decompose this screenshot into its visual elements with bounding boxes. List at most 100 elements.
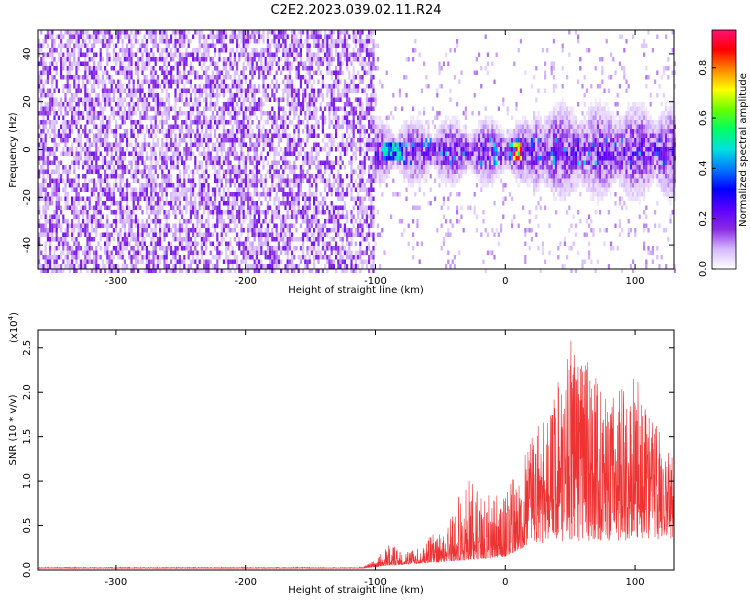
heatmap-cell (247, 196, 250, 201)
heatmap-cell (117, 84, 120, 89)
heatmap-cell (242, 165, 245, 170)
heatmap-cell (110, 151, 113, 156)
heatmap-cell (93, 111, 96, 116)
heatmap-cell (280, 178, 283, 183)
heatmap-cell (214, 268, 217, 273)
heatmap-cell (88, 48, 91, 53)
heatmap-cell (150, 169, 153, 174)
heatmap-cell (66, 205, 69, 210)
heatmap-cell (198, 102, 201, 107)
heatmap-cell (192, 228, 195, 233)
heatmap-cell (187, 102, 190, 107)
heatmap-cell (214, 156, 217, 161)
heatmap-cell (75, 84, 78, 89)
heatmap-cell (108, 147, 111, 152)
heatmap-cell (321, 147, 324, 152)
heatmap-cell (220, 183, 223, 188)
heatmap-cell (203, 250, 206, 255)
heatmap-cell (284, 75, 287, 80)
heatmap-cell (44, 106, 47, 111)
heatmap-cell (176, 124, 179, 129)
heatmap-cell (299, 48, 302, 53)
heatmap-cell (207, 214, 210, 219)
heatmap-cell (207, 223, 210, 228)
heatmap-cell (222, 228, 225, 233)
heatmap-cell (262, 34, 265, 39)
heatmap-cell (110, 34, 113, 39)
heatmap-cell (255, 192, 258, 197)
heatmap-cell (167, 142, 170, 147)
heatmap-cell (55, 228, 58, 233)
heatmap-cell (163, 187, 166, 192)
heatmap-cell (271, 183, 274, 188)
heatmap-cell (137, 61, 140, 66)
heatmap-cell (251, 61, 254, 66)
heatmap-cell (339, 124, 342, 129)
heatmap-cell (280, 174, 283, 179)
heatmap-cell (326, 268, 329, 273)
heatmap-cell (227, 129, 230, 134)
heatmap-cell (271, 237, 274, 242)
heatmap-cell (220, 219, 223, 224)
heatmap-cell (211, 43, 214, 48)
heatmap-cell (73, 201, 76, 206)
heatmap-cell (139, 183, 142, 188)
heatmap-cell (90, 102, 93, 107)
heatmap-cell (132, 268, 135, 273)
heatmap-cell (79, 48, 82, 53)
heatmap-cell (90, 88, 93, 93)
heatmap-cell (104, 205, 107, 210)
heatmap-cell (159, 187, 162, 192)
heatmap-cell (189, 210, 192, 215)
heatmap-cell (229, 151, 232, 156)
heatmap-cell (143, 106, 146, 111)
heatmap-cell (77, 30, 80, 35)
heatmap-cell (62, 57, 65, 62)
heatmap-cell (71, 39, 74, 44)
heatmap-cell (216, 84, 219, 89)
heatmap-cell (40, 228, 43, 233)
heatmap-cell (178, 97, 181, 102)
heatmap-cell (128, 48, 131, 53)
heatmap-cell (308, 201, 311, 206)
heatmap-cell (196, 214, 199, 219)
heatmap-cell (341, 124, 344, 129)
heatmap-cell (249, 246, 252, 251)
heatmap-cell (216, 75, 219, 80)
heatmap-cell (277, 43, 280, 48)
heatmap-cell (44, 268, 47, 273)
heatmap-cell (255, 142, 258, 147)
heatmap-cell (295, 196, 298, 201)
heatmap-cell (68, 57, 71, 62)
heatmap-cell (262, 178, 265, 183)
heatmap-cell (330, 264, 333, 269)
heatmap-cell (141, 237, 144, 242)
heatmap-cell (297, 264, 300, 269)
heatmap-cell (220, 228, 223, 233)
heatmap-cell (209, 133, 212, 138)
heatmap-cell (137, 219, 140, 224)
heatmap-cell (77, 133, 80, 138)
heatmap-cell (330, 165, 333, 170)
heatmap-cell (291, 178, 294, 183)
heatmap-cell (280, 106, 283, 111)
heatmap-cell (152, 79, 155, 84)
heatmap-cell (121, 165, 124, 170)
heatmap-cell (240, 138, 243, 143)
heatmap-cell (216, 88, 219, 93)
heatmap-cell (165, 214, 168, 219)
heatmap-cell (284, 219, 287, 224)
heatmap-cell (251, 174, 254, 179)
heatmap-cell (330, 187, 333, 192)
heatmap-cell (205, 97, 208, 102)
heatmap-cell (64, 93, 67, 98)
heatmap-cell (313, 133, 316, 138)
heatmap-cell (200, 75, 203, 80)
heatmap-cell (176, 75, 179, 80)
heatmap-cell (143, 255, 146, 260)
heatmap-cell (132, 147, 135, 152)
heatmap-cell (260, 201, 263, 206)
heatmap-cell (266, 223, 269, 228)
heatmap-cell (141, 169, 144, 174)
heatmap-cell (115, 214, 118, 219)
